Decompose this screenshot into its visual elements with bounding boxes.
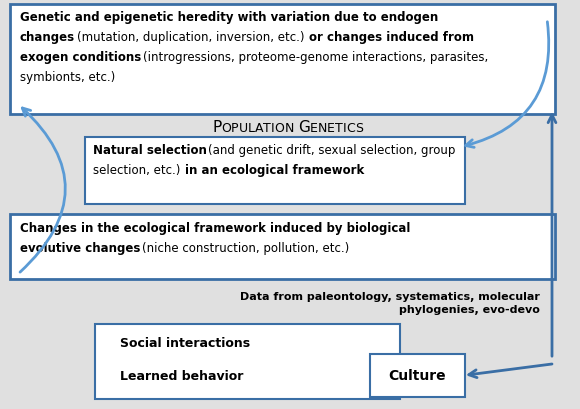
- Text: I: I: [271, 121, 275, 134]
- Text: E: E: [327, 121, 335, 134]
- Text: changes: changes: [20, 31, 75, 44]
- Text: symbionts, etc.): symbionts, etc.): [20, 71, 115, 84]
- Text: C: C: [346, 121, 355, 134]
- Bar: [10, 5, 555, 115]
- Text: (and genetic drift, sexual selection, group: (and genetic drift, sexual selection, gr…: [208, 144, 455, 157]
- Text: or changes induced from: or changes induced from: [309, 31, 474, 44]
- Bar: [10, 214, 555, 279]
- Text: Changes in the ecological framework induced by biological: Changes in the ecological framework indu…: [20, 221, 411, 234]
- Text: Learned behavior: Learned behavior: [120, 369, 244, 382]
- Text: ᴘᴏᴘᴜʟᴀᴛɪᴏɴ ɢᴇɴᴇᴛɪᴄᴄ: ᴘᴏᴘᴜʟᴀᴛɪᴏɴ ɢᴇɴᴇᴛɪᴄᴄ: [0, 408, 1, 409]
- Text: P: P: [212, 120, 222, 135]
- Text: Genetic and epigenetic heredity with variation due to endogen: Genetic and epigenetic heredity with var…: [20, 11, 438, 24]
- Text: Data from paleontology, systematics, molecular
phylogenies, evo-devo: Data from paleontology, systematics, mol…: [240, 291, 540, 315]
- Bar: [85, 138, 465, 204]
- Text: S: S: [355, 121, 363, 134]
- Text: T: T: [263, 121, 271, 134]
- Text: in an ecological framework: in an ecological framework: [185, 164, 364, 177]
- Text: selection, etc.): selection, etc.): [93, 164, 184, 177]
- Text: E: E: [310, 121, 318, 134]
- Text: A: A: [255, 121, 263, 134]
- Text: U: U: [239, 121, 248, 134]
- Text: O: O: [275, 121, 285, 134]
- Text: O: O: [222, 121, 231, 134]
- Bar: [95, 324, 400, 399]
- Text: L: L: [248, 121, 255, 134]
- Text: P: P: [231, 121, 239, 134]
- Text: Culture: Culture: [389, 369, 447, 382]
- Text: (mutation, duplication, inversion, etc.): (mutation, duplication, inversion, etc.): [77, 31, 309, 44]
- Text: (niche construction, pollution, etc.): (niche construction, pollution, etc.): [142, 241, 350, 254]
- Text: T: T: [335, 121, 343, 134]
- Bar: [370, 354, 465, 397]
- Text: I: I: [343, 121, 346, 134]
- Text: Natural selection: Natural selection: [93, 144, 207, 157]
- Text: exogen conditions: exogen conditions: [20, 51, 142, 64]
- Text: G: G: [298, 120, 310, 135]
- Text: N: N: [318, 121, 327, 134]
- Text: evolutive changes: evolutive changes: [20, 241, 140, 254]
- Text: (mutation, duplication, inversion, etc.): (mutation, duplication, inversion, etc.): [77, 31, 309, 44]
- Text: N: N: [285, 121, 294, 134]
- Text: Social interactions: Social interactions: [120, 336, 250, 349]
- Text: (introgressions, proteome-genome interactions, parasites,: (introgressions, proteome-genome interac…: [143, 51, 488, 64]
